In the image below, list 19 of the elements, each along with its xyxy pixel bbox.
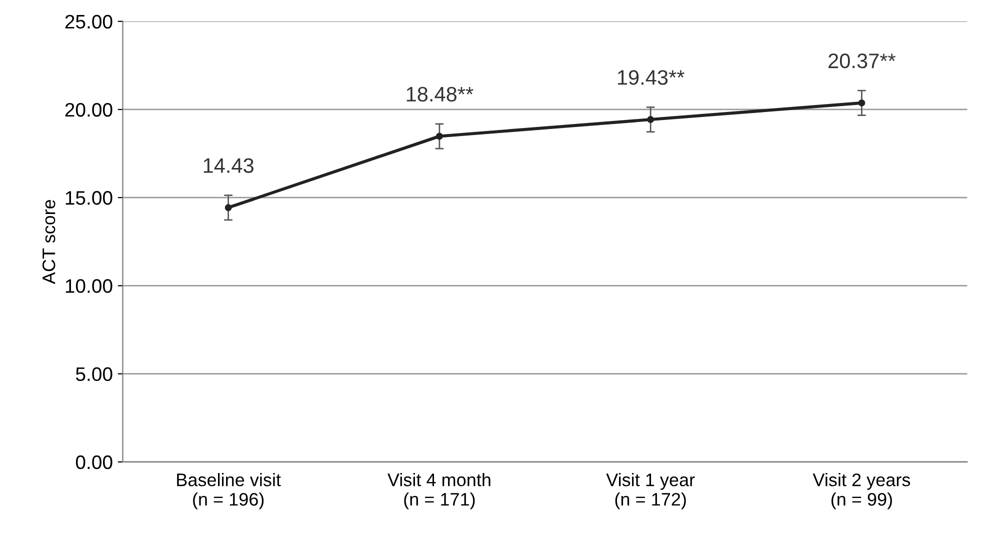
- y-tick-label: 20.00: [65, 102, 112, 117]
- x-tick-label: Visit 4 month (n = 171): [388, 473, 490, 510]
- data-label: 14.43: [204, 158, 254, 173]
- y-tick-label: 5.00: [76, 367, 112, 382]
- y-tick-label: 10.00: [66, 279, 112, 293]
- point: [647, 116, 654, 123]
- data-label: 19.43**: [618, 70, 684, 85]
- x-tick-label: Baseline visit (n = 196): [177, 473, 281, 510]
- x-tick-label: Visit 1 year (n = 172): [606, 473, 695, 510]
- data-label: 18.48**: [406, 86, 474, 102]
- point: [858, 99, 866, 106]
- y-tick-label: 15.00: [66, 191, 112, 205]
- point: [224, 204, 232, 212]
- x-tick-label: Visit 2 years (n = 99): [812, 473, 910, 510]
- point: [436, 132, 443, 140]
- y-axis-title: ACT score: [42, 200, 56, 284]
- y-tick-label: 25.00: [65, 14, 112, 29]
- data-label: 20.37**: [828, 54, 896, 68]
- y-tick-label: 0.00: [76, 455, 112, 470]
